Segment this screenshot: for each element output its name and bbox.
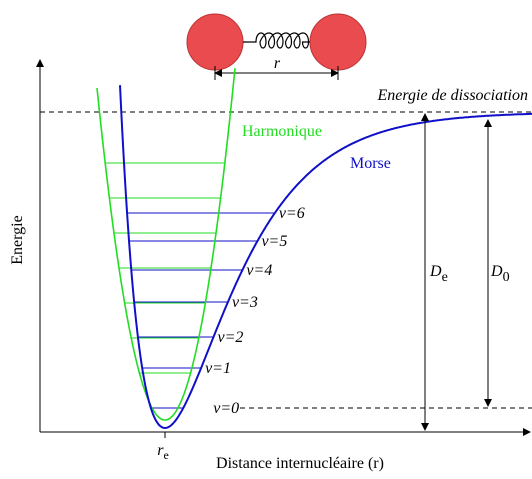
x-label: Distance internucléaire (r)	[216, 455, 384, 472]
level-label: v=5	[261, 233, 287, 250]
bond-label: r	[274, 55, 281, 72]
d0-label: D0	[490, 263, 510, 285]
de-label: De	[429, 263, 448, 285]
atom	[186, 13, 244, 71]
morse-curve	[119, 85, 532, 430]
spring	[243, 32, 310, 49]
harmonic-curve	[96, 68, 236, 421]
level-label: v=4	[246, 262, 272, 279]
atom	[309, 13, 367, 71]
y-label: Energie	[9, 215, 26, 264]
harmonic-label: Harmonique	[242, 123, 322, 140]
level-label: v=6	[279, 205, 305, 222]
level-label: v=3	[232, 294, 258, 311]
re-label: re	[157, 442, 169, 462]
level-label: v=2	[218, 329, 244, 346]
level-label: v=0	[213, 400, 239, 417]
level-label: v=1	[205, 360, 231, 377]
dissociation-label: Energie de dissociation	[377, 87, 529, 104]
morse-label: Morse	[350, 155, 391, 172]
